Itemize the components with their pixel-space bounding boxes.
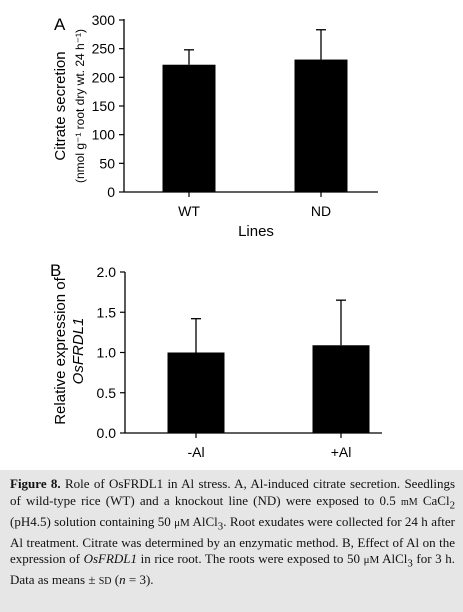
panel-b-label: B <box>50 261 61 280</box>
x-tick-label: WT <box>178 203 200 219</box>
y-tick-label: 250 <box>92 41 116 57</box>
caption-gene-name: OsFRDL1 <box>83 551 138 567</box>
panel-a-label: A <box>54 15 66 34</box>
caption-subscript: 3 <box>217 520 224 533</box>
caption-text: CaCl <box>417 492 450 508</box>
y-tick-label: 1.5 <box>97 304 117 320</box>
caption-text: Role of OsFRDL1 in Al stress. A, Al-indu… <box>10 476 455 508</box>
caption-text: . Root exudates were collected for 24 h … <box>10 513 455 567</box>
caption-unit-um: μM <box>363 554 380 567</box>
panel-b-ylabel: Relative expression of <box>52 276 69 424</box>
bar <box>162 64 216 192</box>
x-tick-label: ND <box>311 203 331 219</box>
caption-text: AlCl <box>379 551 408 567</box>
caption-unit-mm: mM <box>400 496 418 508</box>
caption-text: (pH4.5) solution containing 50 <box>10 513 175 529</box>
y-tick-label: 2.0 <box>97 264 117 280</box>
y-tick-label: 100 <box>92 127 116 143</box>
caption-subscript: 2 <box>449 499 455 512</box>
caption-text: AlCl <box>189 513 218 529</box>
caption-label: Figure 8. <box>10 476 61 491</box>
figure-caption: Figure 8. Role of OsFRDL1 in Al stress. … <box>0 470 463 612</box>
caption-unit-um: μM <box>174 516 190 529</box>
caption-subscript: 3 <box>407 557 413 570</box>
panel-a-ylabel-units: (nmol g⁻¹ root dry wt. 24 h⁻¹) <box>73 29 87 183</box>
panel-a-chart: A Citrate secretion (nmol g⁻¹ root dry w… <box>52 12 378 240</box>
panel-b-ylabel-gene: OsFRDL1 <box>70 318 87 385</box>
bar <box>294 59 348 193</box>
x-tick-label: +Al <box>331 444 352 460</box>
caption-text: in rice root. The roots were exposed to … <box>137 551 364 567</box>
figure: A Citrate secretion (nmol g⁻¹ root dry w… <box>50 12 382 460</box>
panel-b-chart: B Relative expression of OsFRDL1 0.0 0.5 1… <box>50 261 382 460</box>
y-tick-label: 300 <box>92 12 116 28</box>
caption-n: n <box>119 572 126 588</box>
caption-text: for 3 h. Data as means ± <box>10 551 455 588</box>
y-tick-label: 0.0 <box>97 425 117 441</box>
bar <box>167 352 225 433</box>
bar <box>312 345 370 433</box>
y-tick-label: 150 <box>92 98 116 114</box>
y-tick-label: 0 <box>107 184 115 200</box>
caption-text: = 3). <box>125 572 154 588</box>
panel-a-ylabel: Citrate secretion <box>52 51 69 160</box>
y-tick-label: 200 <box>92 69 116 85</box>
panel-a-xlabel: Lines <box>238 223 274 240</box>
x-tick-label: -Al <box>187 444 204 460</box>
y-tick-label: 50 <box>99 155 115 171</box>
y-tick-label: 1.0 <box>97 345 117 361</box>
y-tick-label: 0.5 <box>97 385 117 401</box>
caption-sd: SD <box>98 576 112 588</box>
caption-text: ( <box>111 572 120 588</box>
